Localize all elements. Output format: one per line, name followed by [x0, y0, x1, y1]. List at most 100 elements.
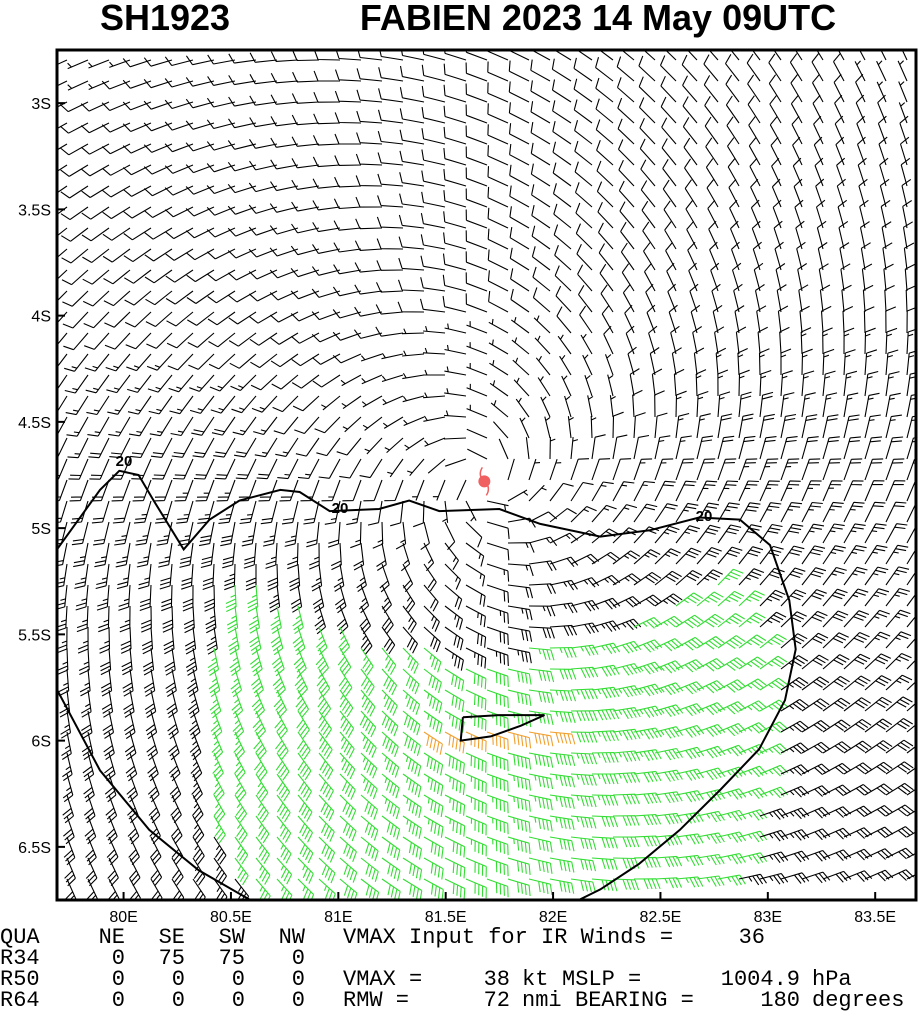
- wind-barb: [675, 502, 699, 523]
- wind-barb: [379, 563, 390, 593]
- wind-barb: [192, 815, 205, 844]
- wind-barb: [423, 794, 444, 817]
- wind-barb: [576, 50, 593, 61]
- wind-barb: [751, 220, 761, 250]
- wind-barb: [708, 50, 719, 61]
- wind-barb: [465, 209, 488, 229]
- wind-barb: [549, 731, 576, 745]
- wind-barb: [442, 253, 467, 271]
- wind-barb: [465, 605, 486, 628]
- wind-barb: [334, 69, 362, 82]
- wind-barb: [598, 222, 614, 250]
- wind-barb: [381, 836, 401, 861]
- wind-barb: [397, 279, 425, 292]
- wind-barb: [654, 525, 680, 544]
- wind-barb: [231, 395, 257, 414]
- wind-barb: [420, 234, 446, 250]
- wind-barb: [270, 159, 299, 170]
- wind-barb: [864, 544, 888, 565]
- wind-barb: [376, 260, 404, 271]
- wind-barb: [770, 136, 782, 166]
- wind-barb: [353, 542, 365, 571]
- wind-barb: [633, 639, 663, 653]
- wind-barb: [738, 700, 768, 712]
- wind-barb: [467, 448, 488, 460]
- wind-barb: [99, 626, 111, 654]
- wind-barb: [103, 290, 131, 307]
- wind-barb: [104, 332, 131, 350]
- wind-barb: [176, 500, 194, 524]
- wind-barb: [85, 836, 97, 866]
- wind-barb: [612, 685, 641, 698]
- wind-barb: [885, 631, 912, 649]
- wind-barb: [168, 752, 181, 782]
- wind-barb: [312, 584, 325, 613]
- wind-barb: [696, 458, 716, 481]
- wind-barb: [186, 269, 215, 283]
- wind-barb: [753, 262, 764, 292]
- wind-barb: [291, 158, 320, 169]
- wind-barb: [738, 524, 762, 544]
- wind-barb: [684, 158, 698, 187]
- wind-barb: [287, 542, 299, 570]
- wind-barb: [204, 584, 216, 612]
- wind-barb: [138, 563, 152, 590]
- wind-barb: [843, 870, 873, 882]
- wind-barb: [444, 773, 466, 795]
- wind-barb: [591, 794, 619, 806]
- wind-barb: [336, 437, 362, 456]
- wind-barb: [85, 374, 110, 394]
- wind-barb: [442, 274, 467, 292]
- wind-barb: [612, 458, 632, 481]
- wind-barb: [596, 140, 614, 166]
- wind-barb: [629, 368, 640, 397]
- wind-barb: [311, 563, 323, 592]
- wind-barb: [376, 216, 404, 229]
- wind-barb: [885, 371, 900, 397]
- wind-barb: [152, 458, 173, 480]
- wind-barb: [292, 71, 320, 83]
- wind-barb: [507, 773, 531, 791]
- wind-barb: [163, 626, 175, 655]
- wind-barb: [508, 50, 530, 61]
- wind-barb: [79, 668, 91, 697]
- wind-barb: [318, 815, 335, 842]
- wind-barb: [532, 266, 551, 292]
- wind-barb: [191, 794, 204, 824]
- wind-barb: [717, 874, 746, 886]
- wind-barb: [557, 334, 572, 355]
- wind-barb: [444, 857, 466, 879]
- wind-barb: [717, 546, 743, 565]
- wind-barb: [876, 81, 887, 103]
- wind-barb: [632, 389, 643, 418]
- wind-barb: [423, 563, 437, 592]
- wind-barb: [507, 731, 532, 749]
- wind-barb: [121, 647, 133, 676]
- wind-barb: [444, 731, 465, 754]
- wind-barb: [801, 828, 831, 841]
- wind-barb: [843, 480, 864, 502]
- wind-barb: [771, 157, 782, 187]
- wind-barb: [591, 730, 619, 742]
- wind-barb: [65, 395, 89, 416]
- wind-barb: [292, 395, 320, 412]
- wind-barb: [187, 332, 215, 348]
- wind-barb: [618, 180, 635, 208]
- x-tick-label: 83.5E: [854, 909, 896, 926]
- wind-barb: [407, 458, 425, 477]
- wind-barb: [185, 77, 215, 87]
- wind-barb: [590, 415, 597, 439]
- wind-barb: [381, 773, 400, 799]
- wind-barb: [554, 245, 572, 271]
- contour: [57, 469, 797, 900]
- wind-barb: [675, 636, 704, 651]
- info-value: 36: [739, 925, 765, 950]
- wind-barb: [902, 221, 913, 250]
- wind-barb: [780, 720, 809, 733]
- wind-barb: [759, 786, 789, 799]
- wind-barb: [402, 689, 421, 715]
- wind-barb: [213, 836, 227, 865]
- wind-barb: [402, 395, 425, 403]
- wind-barb: [843, 414, 860, 439]
